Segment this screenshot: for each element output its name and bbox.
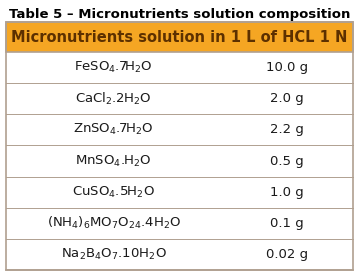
- Bar: [6, 114, 353, 145]
- Text: 1.0 g: 1.0 g: [270, 186, 304, 199]
- Bar: [6, 177, 353, 208]
- Bar: [6, 52, 353, 83]
- Text: (NH$_4$)$_6$MO$_7$O$_{24}$.4H$_2$O: (NH$_4$)$_6$MO$_7$O$_{24}$.4H$_2$O: [47, 215, 181, 231]
- Text: MnSO$_4$.H$_2$O: MnSO$_4$.H$_2$O: [75, 153, 152, 169]
- Text: Micronutrients solution in 1 L of HCL 1 N: Micronutrients solution in 1 L of HCL 1 …: [11, 29, 348, 45]
- Text: 10.0 g: 10.0 g: [266, 61, 308, 74]
- Text: 2.0 g: 2.0 g: [270, 92, 304, 105]
- Bar: [6, 145, 353, 177]
- Bar: [6, 208, 353, 239]
- Text: 2.2 g: 2.2 g: [270, 123, 304, 136]
- Text: 0.5 g: 0.5 g: [270, 155, 304, 167]
- Text: 0.1 g: 0.1 g: [270, 217, 304, 230]
- Text: Table 5 – Micronutrients solution composition: Table 5 – Micronutrients solution compos…: [9, 8, 350, 21]
- Text: ZnSO$_4$.7H$_2$O: ZnSO$_4$.7H$_2$O: [74, 122, 154, 138]
- Bar: [6, 239, 353, 270]
- Text: 0.02 g: 0.02 g: [266, 248, 308, 261]
- Text: FeSO$_4$.7H$_2$O: FeSO$_4$.7H$_2$O: [74, 60, 153, 75]
- Text: CaCl$_2$.2H$_2$O: CaCl$_2$.2H$_2$O: [75, 91, 152, 107]
- Text: CuSO$_4$.5H$_2$O: CuSO$_4$.5H$_2$O: [72, 185, 155, 200]
- Bar: [6, 22, 353, 52]
- Text: Na$_2$B$_4$O$_7$.10H$_2$O: Na$_2$B$_4$O$_7$.10H$_2$O: [61, 247, 167, 262]
- Bar: [6, 83, 353, 114]
